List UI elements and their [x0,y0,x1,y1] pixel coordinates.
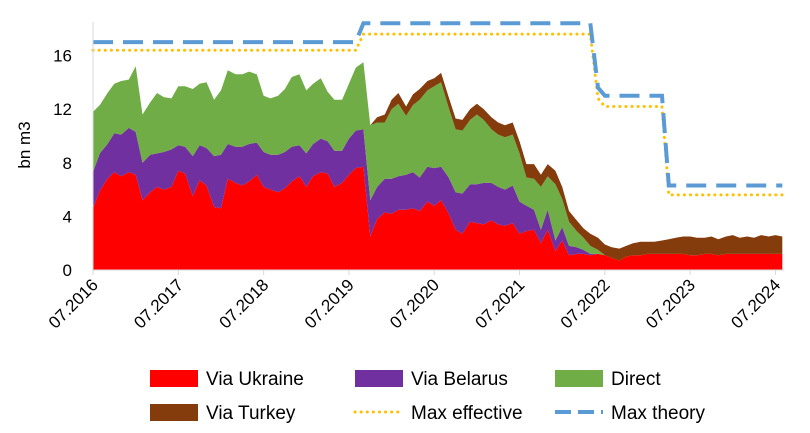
x-tick-label: 07.2017 [130,275,187,332]
x-tick-label: 07.2016 [45,275,102,332]
legend-label: Via Turkey [206,403,296,424]
area-via-turkey [93,62,783,261]
x-tick-label: 07.2018 [216,275,273,332]
legend-swatch [555,370,603,387]
area-via-ukraine [93,166,783,270]
legend-label: Via Ukraine [206,369,304,390]
x-tick-label: 07.2024 [727,275,784,332]
y-tick-label: 4 [63,207,72,226]
legend-swatch [150,370,198,387]
y-tick-label: 0 [63,261,72,280]
legend-swatch [150,404,198,421]
legend-item-via-turkey: Via Turkey [150,403,296,424]
legend-label: Via Belarus [411,369,508,390]
x-tick-label: 07.2023 [642,275,699,332]
legend-label: Max theory [611,403,705,424]
y-tick-label: 16 [53,47,72,66]
legend-label: Direct [611,369,661,390]
x-tick-label: 07.2022 [557,275,614,332]
capacity-lines [91,21,784,197]
y-tick-labels: 0 4 8 12 16 [53,47,72,280]
axes [92,22,784,271]
legend-label: Max effective [411,403,523,424]
legend-item-via-belarus: Via Belarus [355,369,508,390]
legend-swatch [355,370,403,387]
area-via-belarus [93,127,783,261]
x-tick-label: 07.2021 [471,275,528,332]
x-tick-label: 07.2020 [386,275,443,332]
legend-item-via-ukraine: Via Ukraine [150,369,304,390]
x-tick-label: 07.2019 [301,275,358,332]
y-axis-title: bn m3 [15,121,34,168]
legend: Via Ukraine Via Belarus Direct Via Turkey Ma… [150,369,705,424]
legend-item-max-theory: Max theory [555,403,705,424]
legend-item-direct: Direct [555,369,661,390]
stacked-areas [93,62,783,270]
y-tick-label: 12 [53,100,72,119]
x-tick-labels: 07.2016 07.2017 07.2018 07.2019 07.2020 07.20… [45,270,784,332]
legend-item-max-effective: Max effective [353,403,523,424]
area-direct [93,62,783,261]
y-tick-label: 8 [63,154,72,173]
